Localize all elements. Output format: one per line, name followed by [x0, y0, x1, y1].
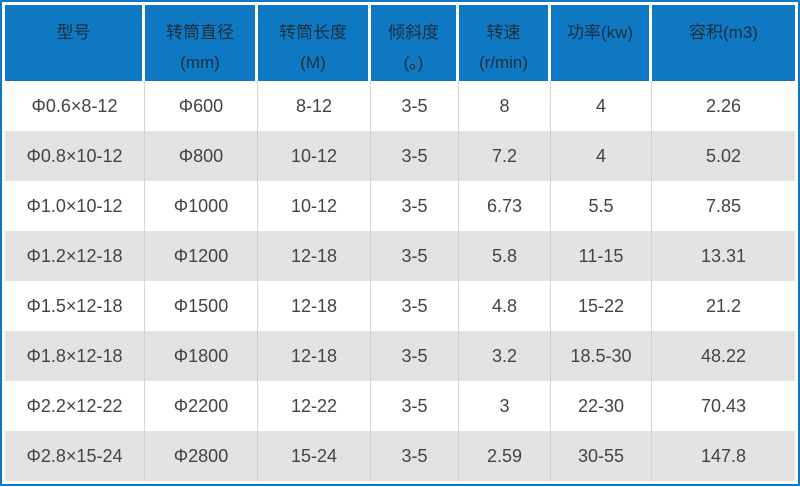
cell-speed: 3.2: [459, 331, 551, 381]
cell-incline: 3-5: [371, 431, 459, 481]
cell-power: 30-55: [551, 431, 652, 481]
cell-drum-length: 10-12: [258, 131, 371, 181]
cell-volume: 21.2: [652, 281, 795, 331]
cell-speed: 6.73: [459, 181, 551, 231]
column-header-power: 功率(kw): [551, 5, 652, 81]
cell-incline: 3-5: [371, 381, 459, 431]
table-row: Φ1.2×12-18 Φ1200 12-18 3-5 5.8 11-15 13.31: [5, 231, 795, 281]
column-header-drum-length: 转筒长度 (M): [258, 5, 371, 81]
cell-speed: 4.8: [459, 281, 551, 331]
cell-model: Φ1.8×12-18: [5, 331, 145, 381]
cell-model: Φ1.2×12-18: [5, 231, 145, 281]
cell-drum-diameter: Φ1000: [145, 181, 258, 231]
table-row: Φ2.8×15-24 Φ2800 15-24 3-5 2.59 30-55 147.8: [5, 431, 795, 481]
cell-drum-diameter: Φ800: [145, 131, 258, 181]
cell-drum-length: 8-12: [258, 81, 371, 131]
cell-speed: 2.59: [459, 431, 551, 481]
cell-power: 22-30: [551, 381, 652, 431]
cell-power: 4: [551, 81, 652, 131]
table-row: Φ0.6×8-12 Φ600 8-12 3-5 8 4 2.26: [5, 81, 795, 131]
cell-incline: 3-5: [371, 331, 459, 381]
cell-power: 11-15: [551, 231, 652, 281]
cell-volume: 2.26: [652, 81, 795, 131]
cell-volume: 7.85: [652, 181, 795, 231]
cell-power: 15-22: [551, 281, 652, 331]
cell-model: Φ2.2×12-22: [5, 381, 145, 431]
cell-drum-diameter: Φ2800: [145, 431, 258, 481]
cell-drum-diameter: Φ600: [145, 81, 258, 131]
cell-volume: 147.8: [652, 431, 795, 481]
table-row: Φ0.8×10-12 Φ800 10-12 3-5 7.2 4 5.02: [5, 131, 795, 181]
table-body: Φ0.6×8-12 Φ600 8-12 3-5 8 4 2.26 Φ0.8×10-12 Φ800…: [5, 81, 795, 481]
column-header-speed: 转速 (r/min): [459, 5, 551, 81]
cell-speed: 3: [459, 381, 551, 431]
cell-drum-length: 15-24: [258, 431, 371, 481]
header-row: 型号 转筒直径 (mm) 转筒长度 (M) 倾斜度 (。) 转速 (r/min) 功率(k…: [5, 5, 795, 81]
cell-incline: 3-5: [371, 231, 459, 281]
cell-model: Φ1.5×12-18: [5, 281, 145, 331]
cell-speed: 8: [459, 81, 551, 131]
cell-drum-length: 12-18: [258, 331, 371, 381]
cell-drum-length: 12-22: [258, 381, 371, 431]
cell-speed: 7.2: [459, 131, 551, 181]
cell-power: 18.5-30: [551, 331, 652, 381]
column-header-drum-diameter: 转筒直径 (mm): [145, 5, 258, 81]
column-header-volume: 容积(m3): [652, 5, 795, 81]
cell-drum-length: 12-18: [258, 231, 371, 281]
cell-drum-length: 12-18: [258, 281, 371, 331]
cell-drum-diameter: Φ1500: [145, 281, 258, 331]
cell-volume: 70.43: [652, 381, 795, 431]
cell-volume: 13.31: [652, 231, 795, 281]
cell-power: 5.5: [551, 181, 652, 231]
cell-incline: 3-5: [371, 131, 459, 181]
cell-drum-diameter: Φ1200: [145, 231, 258, 281]
cell-volume: 5.02: [652, 131, 795, 181]
cell-drum-diameter: Φ2200: [145, 381, 258, 431]
cell-drum-diameter: Φ1800: [145, 331, 258, 381]
table-row: Φ1.8×12-18 Φ1800 12-18 3-5 3.2 18.5-30 48.22: [5, 331, 795, 381]
table-row: Φ1.0×10-12 Φ1000 10-12 3-5 6.73 5.5 7.85: [5, 181, 795, 231]
cell-model: Φ0.6×8-12: [5, 81, 145, 131]
cell-speed: 5.8: [459, 231, 551, 281]
cell-incline: 3-5: [371, 181, 459, 231]
cell-model: Φ2.8×15-24: [5, 431, 145, 481]
cell-model: Φ0.8×10-12: [5, 131, 145, 181]
table-row: Φ2.2×12-22 Φ2200 12-22 3-5 3 22-30 70.43: [5, 381, 795, 431]
cell-incline: 3-5: [371, 81, 459, 131]
cell-volume: 48.22: [652, 331, 795, 381]
cell-incline: 3-5: [371, 281, 459, 331]
spec-table-grid: 型号 转筒直径 (mm) 转筒长度 (M) 倾斜度 (。) 转速 (r/min) 功率(k…: [5, 5, 795, 481]
column-header-model: 型号: [5, 5, 145, 81]
table-row: Φ1.5×12-18 Φ1500 12-18 3-5 4.8 15-22 21.2: [5, 281, 795, 331]
cell-power: 4: [551, 131, 652, 181]
column-header-incline: 倾斜度 (。): [371, 5, 459, 81]
cell-model: Φ1.0×10-12: [5, 181, 145, 231]
cell-drum-length: 10-12: [258, 181, 371, 231]
